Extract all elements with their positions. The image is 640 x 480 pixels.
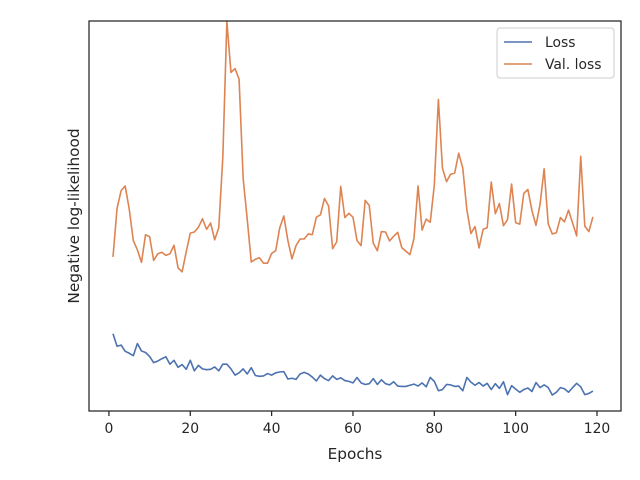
legend: Loss Val. loss — [496, 27, 615, 79]
x-tick-label: 100 — [502, 421, 529, 437]
plot-area — [112, 20, 594, 396]
x-tick-label: 80 — [425, 421, 443, 437]
legend-label: Loss — [545, 35, 575, 51]
x-tick-label: 120 — [584, 421, 611, 437]
series-line-loss — [112, 333, 594, 396]
x-tick-label: 40 — [263, 421, 281, 437]
x-axis-ticks: 0 20 40 60 80 100 120 — [105, 411, 611, 437]
series-line-val-loss — [112, 20, 594, 273]
x-tick-label: 20 — [181, 421, 199, 437]
x-tick-label: 0 — [105, 421, 114, 437]
axes-frame — [88, 20, 622, 412]
legend-box — [496, 27, 615, 79]
x-axis-label: Epochs — [328, 445, 383, 463]
x-tick-label: 60 — [344, 421, 362, 437]
y-axis-label: Negative log-likelihood — [65, 128, 83, 303]
legend-label: Val. loss — [545, 57, 601, 73]
